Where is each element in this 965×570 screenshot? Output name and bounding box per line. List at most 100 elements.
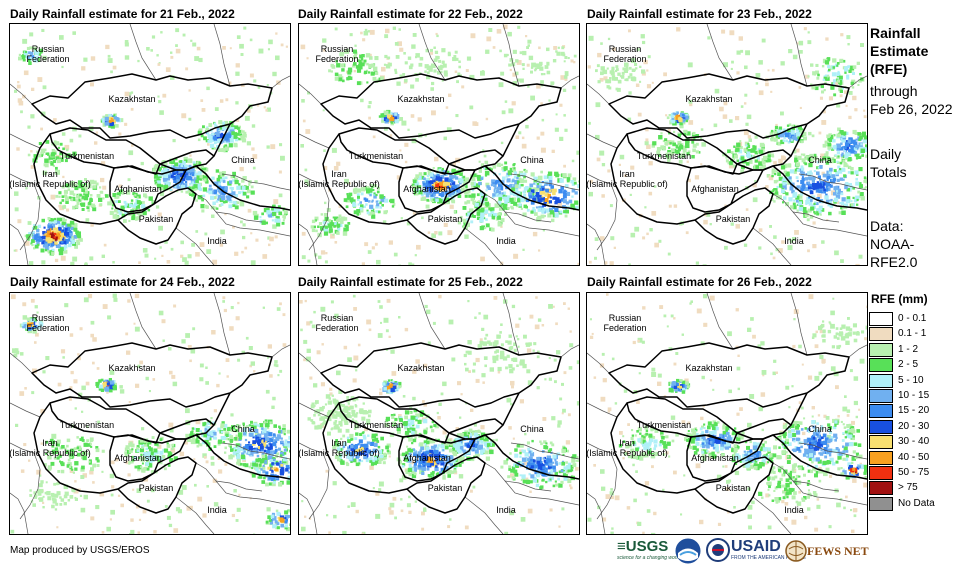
rainfall-pixel — [680, 143, 684, 147]
rainfall-pixel — [797, 155, 802, 160]
rainfall-pixel — [507, 31, 512, 37]
rainfall-pixel — [782, 156, 787, 161]
rainfall-pixel — [250, 232, 253, 235]
rainfall-pixel — [385, 118, 389, 122]
rainfall-pixel — [130, 529, 135, 534]
rainfall-pixel — [245, 425, 249, 428]
rainfall-pixel — [253, 423, 258, 427]
rainfall-pixel — [367, 71, 371, 74]
rainfall-pixel — [50, 248, 55, 253]
rainfall-pixel — [189, 173, 192, 176]
rainfall-pixel — [300, 44, 306, 50]
rainfall-pixel — [261, 212, 264, 216]
rainfall-pixel — [273, 480, 276, 484]
rainfall-pixel — [500, 141, 504, 145]
rainfall-pixel — [52, 239, 55, 242]
rainfall-pixel — [841, 197, 846, 202]
rainfall-pixel — [431, 193, 435, 197]
rainfall-pixel — [807, 31, 810, 34]
rainfall-pixel — [58, 237, 62, 242]
rainfall-pixel — [166, 515, 171, 520]
rainfall-pixel — [493, 183, 497, 188]
rainfall-pixel — [331, 147, 337, 153]
rainfall-pixel — [27, 125, 31, 129]
rainfall-pixel — [282, 424, 286, 428]
rainfall-pixel — [454, 70, 458, 73]
rainfall-pixel — [206, 86, 210, 91]
rainfall-pixel — [180, 185, 185, 190]
rainfall-pixel — [604, 261, 608, 265]
rainfall-pixel — [108, 116, 112, 121]
rainfall-pixel — [162, 339, 165, 342]
rainfall-pixel — [627, 75, 631, 79]
rainfall-pixel — [230, 427, 235, 432]
rainfall-pixel — [410, 63, 414, 67]
rainfall-pixel — [452, 184, 456, 189]
rainfall-pixel — [365, 186, 370, 191]
rainfall-pixel — [447, 51, 451, 55]
rainfall-pixel — [435, 178, 438, 181]
rainfall-pixel — [235, 443, 240, 448]
rainfall-pixel — [450, 191, 454, 195]
rainfall-pixel — [801, 167, 805, 171]
rainfall-pixel — [758, 90, 764, 96]
rainfall-pixel — [522, 190, 526, 194]
rainfall-pixel — [361, 54, 365, 58]
rainfall-pixel — [80, 507, 86, 513]
rainfall-pixel — [50, 162, 54, 166]
rainfall-pixel — [788, 49, 793, 54]
rainfall-pixel — [410, 84, 415, 89]
rainfall-pixel — [277, 216, 280, 219]
rainfall-pixel — [438, 192, 442, 196]
rainfall-pixel — [506, 198, 511, 203]
rainfall-pixel — [211, 190, 216, 195]
rainfall-pixel — [250, 190, 255, 195]
rainfall-pixel — [277, 374, 280, 377]
rainfall-pixel — [374, 56, 379, 61]
rainfall-pixel — [434, 50, 439, 54]
rainfall-pixel — [87, 182, 91, 186]
rainfall-pixel — [709, 223, 712, 226]
rainfall-pixel — [282, 219, 285, 222]
rainfall-pixel — [238, 436, 243, 440]
rainfall-pixel — [224, 446, 227, 450]
rainfall-pixel — [451, 168, 456, 173]
rainfall-pixel — [500, 218, 505, 223]
rainfall-pixel — [276, 307, 281, 311]
rainfall-pixel — [481, 70, 485, 73]
rainfall-pixel — [224, 200, 228, 204]
rainfall-pixel — [375, 193, 378, 197]
rainfall-pixel — [29, 46, 33, 50]
rainfall-pixel — [773, 137, 778, 142]
rainfall-pixel — [64, 227, 68, 231]
rainfall-pixel — [226, 426, 231, 431]
rainfall-pixel — [646, 144, 651, 149]
rainfall-pixel — [194, 56, 200, 61]
rainfall-pixel — [359, 54, 363, 59]
rainfall-pixel — [249, 73, 254, 78]
rainfall-pixel — [787, 163, 792, 168]
rainfall-pixel — [283, 456, 288, 461]
rainfall-pixel — [628, 29, 631, 33]
rainfall-pixel — [792, 136, 797, 141]
rainfall-pixel — [504, 200, 508, 204]
rainfall-pixel — [205, 366, 208, 369]
rainfall-pixel — [33, 154, 37, 158]
rainfall-pixel — [61, 195, 65, 198]
rainfall-pixel — [223, 308, 227, 313]
rainfall-pixel — [179, 160, 183, 163]
rainfall-pixel — [225, 358, 230, 362]
rainfall-pixel — [494, 203, 499, 208]
rainfall-pixel — [64, 303, 69, 308]
rainfall-pixel — [546, 201, 550, 205]
rainfall-pixel — [322, 221, 326, 225]
rainfall-pixel — [576, 150, 579, 155]
rainfall-pixel — [360, 57, 364, 61]
rainfall-pixel — [484, 197, 488, 201]
rainfall-pixel — [492, 210, 495, 213]
secondary-border — [798, 173, 867, 191]
rainfall-pixel — [754, 159, 758, 163]
rainfall-pixel — [365, 203, 368, 206]
rainfall-pixel — [40, 148, 46, 153]
rainfall-pixel — [224, 146, 230, 151]
